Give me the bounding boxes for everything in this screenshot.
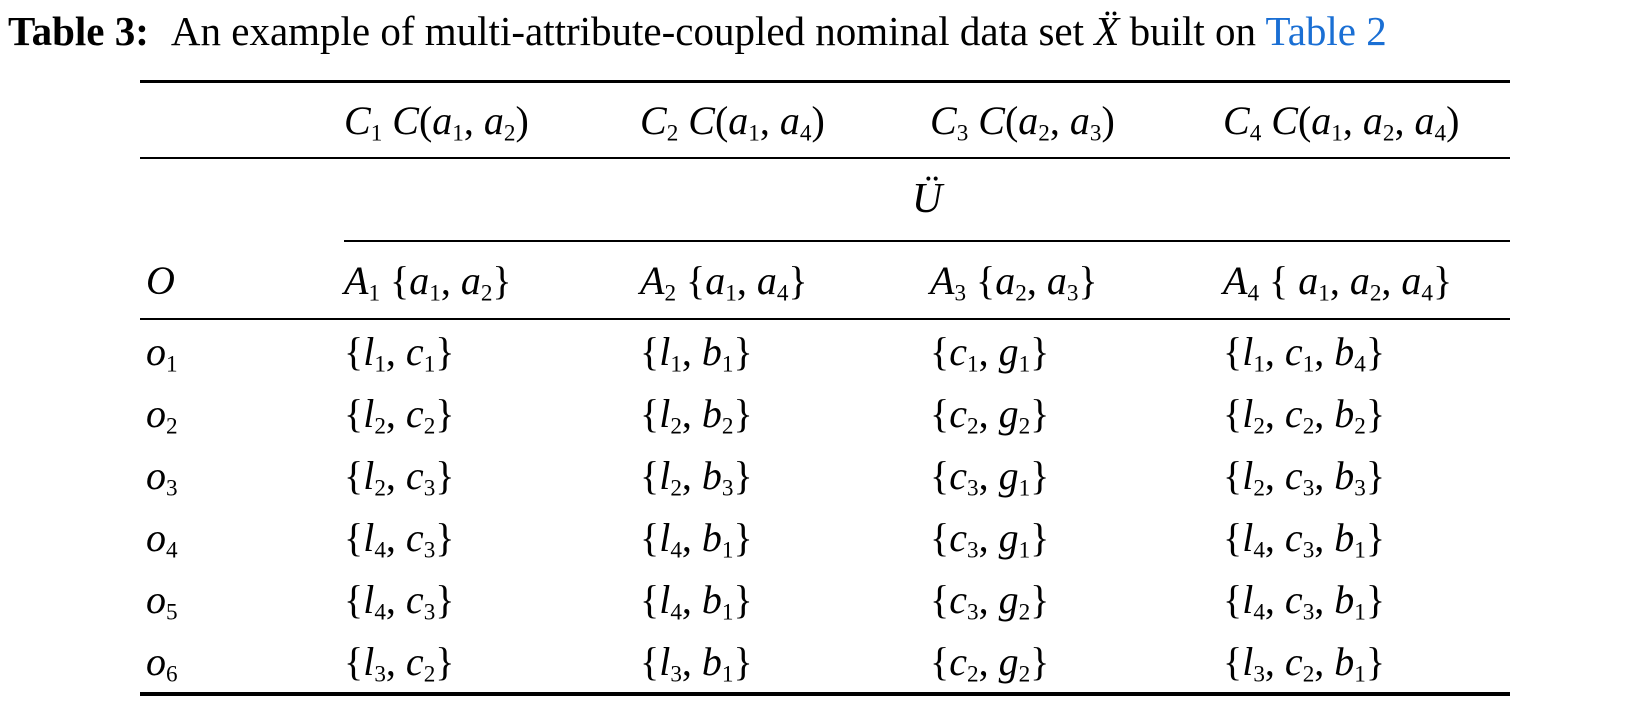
col-header-a1: A1 {a1, a2} xyxy=(344,257,512,306)
rule-below-universe xyxy=(344,240,1510,242)
cell-a1: {l4, c3} xyxy=(344,514,455,563)
cell-a2: {l3, b1} xyxy=(640,638,753,687)
caption-label: Table 3: xyxy=(8,8,149,54)
cell-object: o4 xyxy=(146,514,178,563)
cell-object: o1 xyxy=(146,328,178,377)
cell-a2: {l4, b1} xyxy=(640,576,753,625)
table2-reference-link[interactable]: Table 2 xyxy=(1265,8,1387,54)
cell-a4: {l2, c2, b2} xyxy=(1223,390,1386,439)
cell-object: o5 xyxy=(146,576,178,625)
cell-object: o6 xyxy=(146,638,178,687)
attribute-header-row: O A1 {a1, a2} A2 {a1, a4} A3 {a2, a3} A4… xyxy=(140,242,1510,318)
cell-a3: {c3, g1} xyxy=(930,514,1050,563)
table-row: o3 {l2, c3} {l2, b3} {c3, g1} {l2, c3, b… xyxy=(140,444,1510,506)
table-caption: Table 3: An example of multi-attribute-c… xyxy=(8,4,1629,58)
data-table: C1 C(a1, a2) C2 C(a1, a4) C3 C(a2, a3) C… xyxy=(140,80,1510,696)
col-header-c1: C1 C(a1, a2) xyxy=(344,97,529,146)
rule-top xyxy=(140,80,1510,83)
cell-a2: {l4, b1} xyxy=(640,514,753,563)
table-row: o4 {l4, c3} {l4, b1} {c3, g1} {l4, c3, b… xyxy=(140,506,1510,568)
cell-a2: {l2, b2} xyxy=(640,390,753,439)
cell-a1: {l1, c1} xyxy=(344,328,455,377)
cell-a1: {l4, c3} xyxy=(344,576,455,625)
coupling-header-row: C1 C(a1, a2) C2 C(a1, a4) C3 C(a2, a3) C… xyxy=(140,83,1510,157)
col-header-c3: C3 C(a2, a3) xyxy=(930,97,1115,146)
cell-a4: {l1, c1, b4} xyxy=(1223,328,1386,377)
caption-text-before: An example of multi-attribute-coupled no… xyxy=(170,8,1085,54)
universe-header: Ü xyxy=(911,176,943,222)
cell-a1: {l2, c2} xyxy=(344,390,455,439)
rule-below-coupling-header xyxy=(140,157,1510,159)
cell-a3: {c2, g2} xyxy=(930,638,1050,687)
rule-below-attribute-header xyxy=(140,318,1510,320)
col-header-c2: C2 C(a1, a4) xyxy=(640,97,825,146)
rule-bottom xyxy=(140,692,1510,696)
table-row: o5 {l4, c3} {l4, b1} {c3, g2} {l4, c3, b… xyxy=(140,568,1510,630)
table-row: o2 {l2, c2} {l2, b2} {c2, g2} {l2, c2, b… xyxy=(140,382,1510,444)
table-row: o1 {l1, c1} {l1, b1} {c1, g1} {l1, c1, b… xyxy=(140,320,1510,382)
col-header-a3: A3 {a2, a3} xyxy=(930,257,1098,306)
cell-a1: {l3, c2} xyxy=(344,638,455,687)
col-header-c4: C4 C(a1, a2, a4) xyxy=(1223,97,1460,146)
cell-a3: {c3, g1} xyxy=(930,452,1050,501)
cell-a2: {l2, b3} xyxy=(640,452,753,501)
cell-a3: {c2, g2} xyxy=(930,390,1050,439)
table-row: o6 {l3, c2} {l3, b1} {c2, g2} {l3, c2, b… xyxy=(140,630,1510,692)
cell-object: o3 xyxy=(146,452,178,501)
cell-a4: {l3, c2, b1} xyxy=(1223,638,1386,687)
caption-text-after: built on xyxy=(1129,8,1256,54)
cell-a2: {l1, b1} xyxy=(640,328,753,377)
cell-a4: {l4, c3, b1} xyxy=(1223,514,1386,563)
cell-object: o2 xyxy=(146,390,178,439)
col-header-a4: A4 { a1, a2, a4} xyxy=(1223,257,1453,306)
cell-a3: {c3, g2} xyxy=(930,576,1050,625)
cell-a4: {l2, c3, b3} xyxy=(1223,452,1386,501)
col-header-a2: A2 {a1, a4} xyxy=(640,257,808,306)
cell-a4: {l4, c3, b1} xyxy=(1223,576,1386,625)
cell-a1: {l2, c3} xyxy=(344,452,455,501)
col-header-o: O xyxy=(146,257,175,303)
cell-a3: {c1, g1} xyxy=(930,328,1050,377)
x-ddot-symbol: Ẍ xyxy=(1094,8,1120,54)
